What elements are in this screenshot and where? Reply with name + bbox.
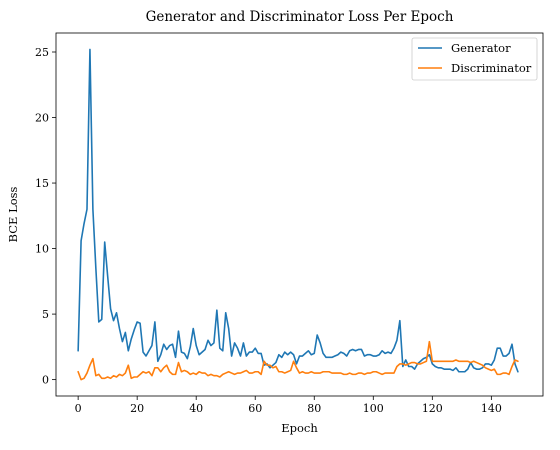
series-layer — [77, 48, 519, 381]
x-tick-label: 100 — [363, 402, 384, 415]
y-tick-label: 20 — [35, 112, 49, 125]
x-tick-label: 140 — [481, 402, 502, 415]
y-tick-label: 25 — [35, 46, 49, 59]
y-tick-label: 15 — [35, 177, 49, 190]
series-line-discriminator — [77, 340, 519, 381]
x-axis-label: Epoch — [281, 421, 318, 435]
y-axis: 0 5 10 15 20 25 — [35, 46, 56, 387]
x-tick-label: 20 — [130, 402, 144, 415]
series-line-generator — [77, 48, 519, 373]
plot-frame — [55, 32, 544, 397]
y-axis-label: BCE Loss — [6, 186, 20, 242]
legend-label-discriminator: Discriminator — [451, 61, 532, 75]
x-tick-label: 60 — [248, 402, 262, 415]
y-tick-label: 10 — [35, 243, 49, 256]
legend-label-generator: Generator — [451, 41, 511, 55]
x-tick-label: 0 — [75, 402, 82, 415]
legend-box — [411, 37, 538, 81]
legend: Generator Discriminator — [411, 37, 538, 81]
x-tick-label: 40 — [189, 402, 203, 415]
y-tick-label: 0 — [42, 374, 49, 387]
y-tick-label: 5 — [42, 308, 49, 321]
chart-title: Generator and Discriminator Loss Per Epo… — [146, 9, 454, 25]
x-axis: 0 20 40 60 80 100 120 140 — [75, 396, 502, 415]
x-tick-label: 80 — [307, 402, 321, 415]
x-tick-label: 120 — [422, 402, 443, 415]
